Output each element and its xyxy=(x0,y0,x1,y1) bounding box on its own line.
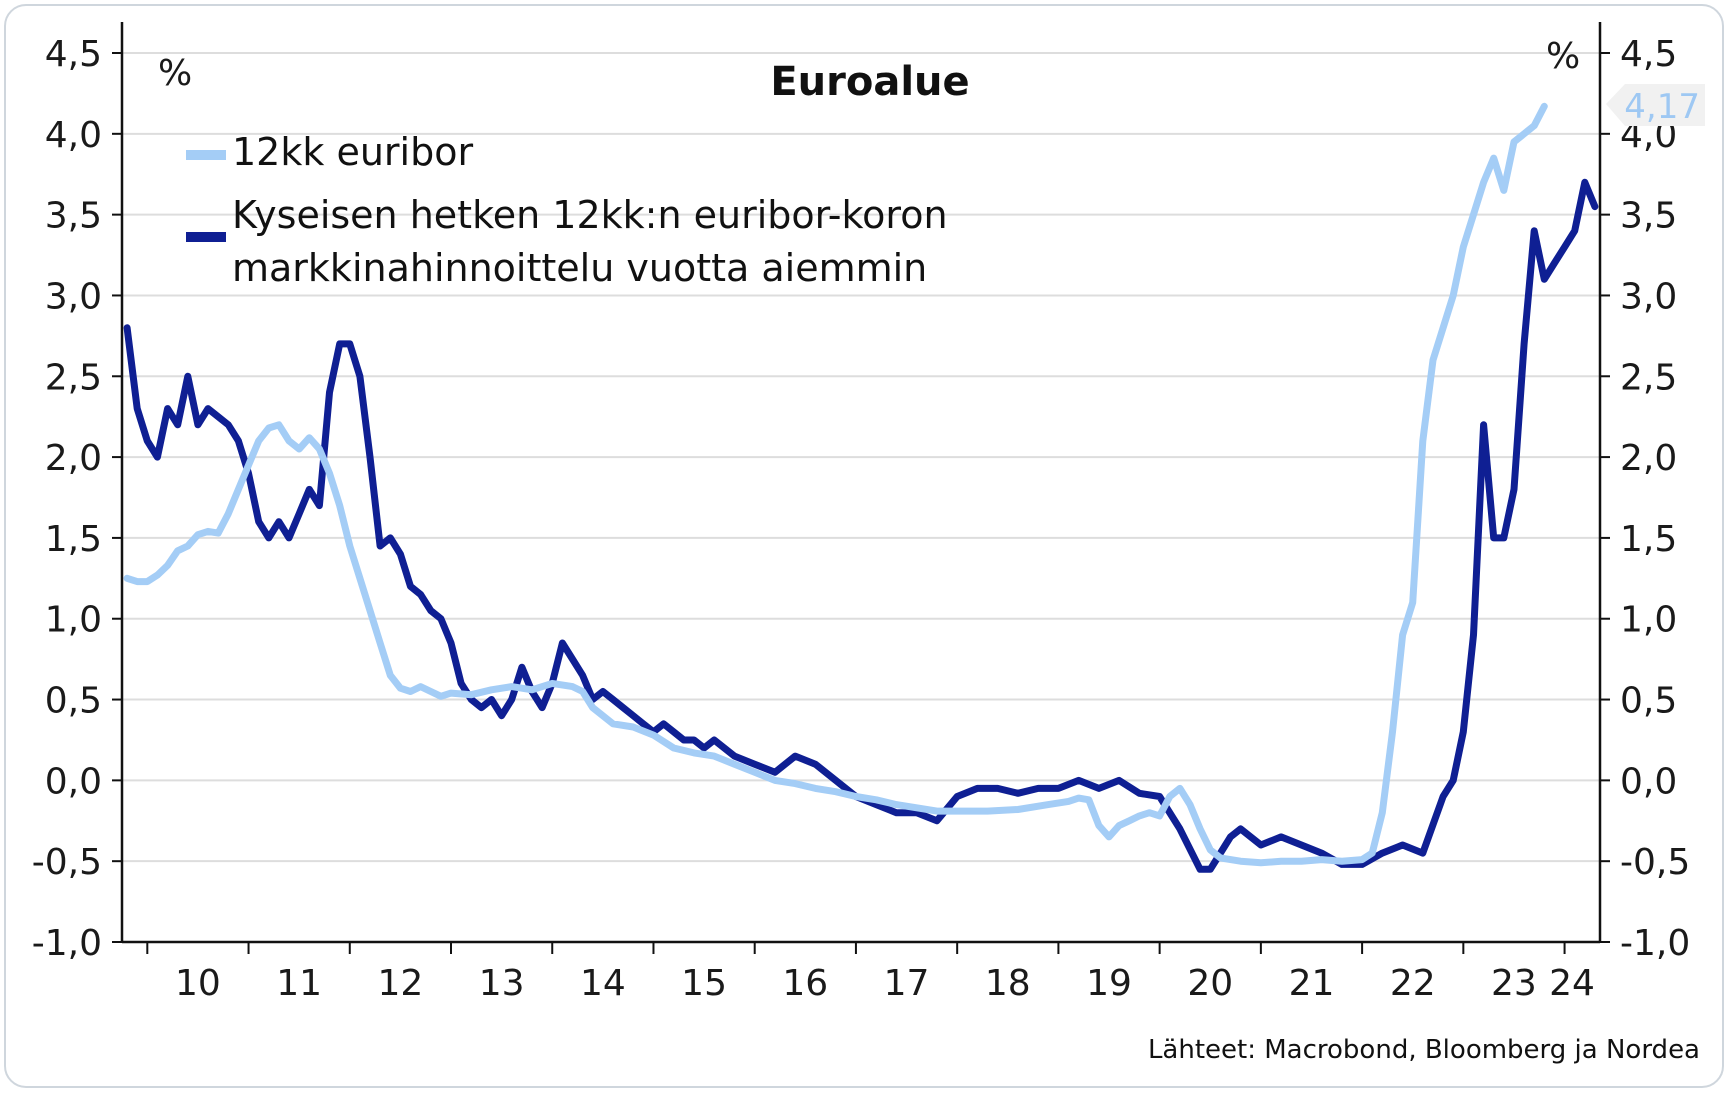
series-line-market-pricing xyxy=(123,178,1599,873)
series-line-euribor xyxy=(123,102,1548,867)
x-tick-label: 20 xyxy=(1187,963,1233,1004)
x-tick-label: 15 xyxy=(681,963,727,1004)
y-tick-label-right: 1,0 xyxy=(1620,600,1677,641)
y-tick-label-left: 3,5 xyxy=(45,196,102,237)
y-tick-label-left: 2,5 xyxy=(45,357,102,398)
legend: 12kk euribor Kyseisen hetken 12kk:n euri… xyxy=(186,130,960,290)
x-tick-label: 13 xyxy=(479,963,525,1004)
y-tick-label-right: 0,0 xyxy=(1620,761,1677,802)
x-tick-label: 21 xyxy=(1289,963,1335,1004)
y-tick-label-left: -1,0 xyxy=(32,923,102,964)
x-tick-label: 10 xyxy=(175,963,221,1004)
y-tick-label-right: -1,0 xyxy=(1620,923,1690,964)
y-tick-label-right: 4,5 xyxy=(1620,34,1677,75)
legend-label-pricing-line-1: Kyseisen hetken 12kk:n euribor-koron xyxy=(232,193,948,237)
legend-label-pricing: Kyseisen hetken 12kk:n euribor-koron mar… xyxy=(232,193,960,290)
y-tick-label-right: -0,5 xyxy=(1620,842,1690,883)
y-tick-label-left: 0,0 xyxy=(45,761,102,802)
x-tick-label: 17 xyxy=(884,963,930,1004)
y-tick-label-right: 3,0 xyxy=(1620,276,1677,317)
legend-swatch-euribor xyxy=(186,150,226,160)
last-value-tag-background xyxy=(1606,84,1705,126)
x-tick-label: 16 xyxy=(782,963,828,1004)
y-tick-label-left: 1,5 xyxy=(45,519,102,560)
legend-label-euribor: 12kk euribor xyxy=(232,130,473,174)
y-tick-label-left: 4,0 xyxy=(45,115,102,156)
unit-right: % xyxy=(1546,36,1580,77)
y-tick-label-left: 4,5 xyxy=(45,34,102,75)
last-value-tag-label: 4,17 xyxy=(1624,87,1700,127)
y-tick-label-right: 2,5 xyxy=(1620,357,1677,398)
y-tick-label-right: 3,5 xyxy=(1620,196,1677,237)
legend-swatch-pricing xyxy=(186,232,226,242)
axes-layer: 4,5 4,54,0 4,03,5 3,53,0 3,02,5 2,52,0 2,01,5 1… xyxy=(32,22,1690,1004)
x-tick-label: 24 xyxy=(1549,963,1595,1004)
series-layer xyxy=(123,102,1599,873)
y-tick-label-left: 1,0 xyxy=(45,600,102,641)
y-tick-label-left: 2,0 xyxy=(45,438,102,479)
x-tick-label: 14 xyxy=(580,963,626,1004)
y-tick-label-left: 3,0 xyxy=(45,276,102,317)
y-tick-label-right: 0,5 xyxy=(1620,681,1677,722)
chart-title: Euroalue xyxy=(770,59,969,105)
y-tick-label-left: 0,5 xyxy=(45,681,102,722)
x-tick-label: 11 xyxy=(276,963,322,1004)
x-tick-label: 18 xyxy=(985,963,1031,1004)
y-tick-label-right: 1,5 xyxy=(1620,519,1677,560)
source-note: Lähteet: Macrobond, Bloomberg ja Nordea xyxy=(1148,1035,1700,1065)
unit-left: % xyxy=(158,53,192,94)
x-tick-label: 19 xyxy=(1086,963,1132,1004)
y-tick-label-right: 2,0 xyxy=(1620,438,1677,479)
grid-layer xyxy=(122,52,1600,943)
x-tick-label: 12 xyxy=(377,963,423,1004)
chart-frame xyxy=(4,4,1724,1088)
x-tick-label: 23 xyxy=(1491,963,1537,1004)
y-tick-label-left: -0,5 xyxy=(32,842,102,883)
x-tick-label: 22 xyxy=(1390,963,1436,1004)
legend-label-pricing-line-2: markkinahinnoittelu vuotta aiemmin xyxy=(232,246,927,290)
last-value-tag: 4,17 xyxy=(1606,84,1705,127)
